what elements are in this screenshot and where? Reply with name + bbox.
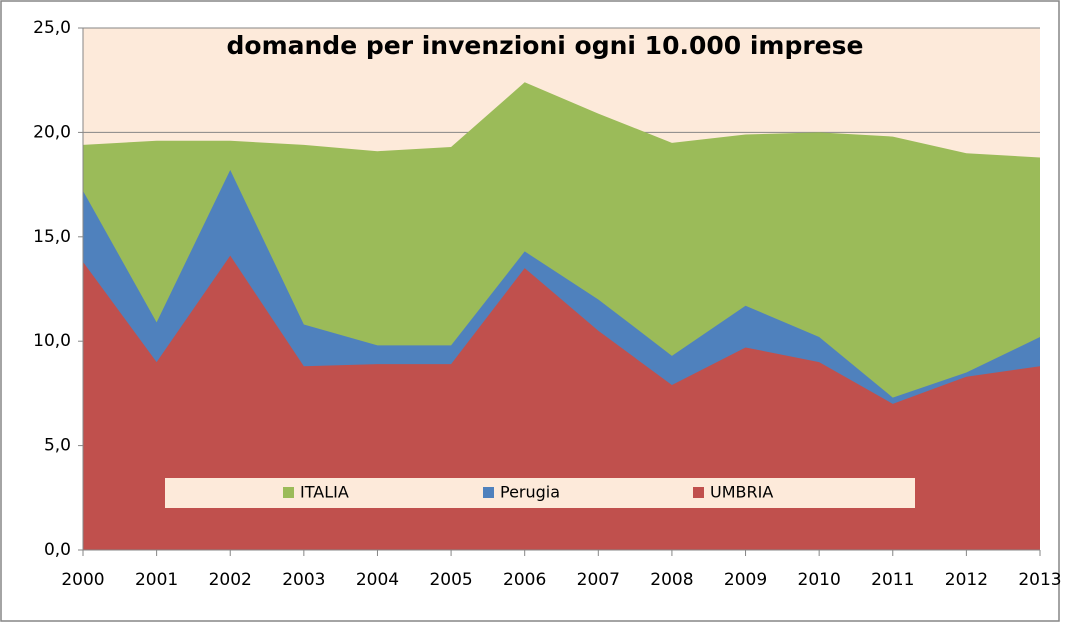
x-tick-label: 2013 [1018, 570, 1061, 590]
y-tick-label: 5,0 [44, 436, 71, 456]
areas [83, 82, 1040, 551]
legend-label: UMBRIA [710, 483, 773, 502]
y-tick-label: 15,0 [33, 227, 71, 247]
legend-swatch [693, 487, 704, 498]
x-tick-label: 2007 [577, 570, 620, 590]
x-tick-label: 2001 [135, 570, 178, 590]
x-tick-label: 2011 [871, 570, 914, 590]
x-tick-label: 2004 [356, 570, 399, 590]
x-tick-label: 2012 [945, 570, 988, 590]
axes: 0,0 5,0 10,0 15,0 20,0 25,0 2000 2001 2002 2003 20… [33, 18, 1061, 590]
x-tick-label: 2006 [503, 570, 546, 590]
legend-swatch [483, 487, 494, 498]
y-tick-label: 10,0 [33, 331, 71, 351]
chart-title: domande per invenzioni ogni 10.000 impre… [227, 31, 864, 60]
legend-items: ITALIA Perugia UMBRIA [283, 483, 773, 502]
x-tick-label: 2010 [798, 570, 841, 590]
x-tick-label: 2000 [61, 570, 104, 590]
x-tick-label: 2009 [724, 570, 767, 590]
legend-label: Perugia [500, 483, 560, 502]
x-tick-label: 2003 [282, 570, 325, 590]
x-tick-label: 2005 [429, 570, 472, 590]
legend-swatch [283, 487, 294, 498]
legend-label: ITALIA [300, 483, 349, 502]
y-tick-label: 25,0 [33, 18, 71, 38]
y-tick-label: 0,0 [44, 540, 71, 560]
area [83, 255, 1040, 551]
x-tick-label: 2008 [650, 570, 693, 590]
y-tick-label: 20,0 [33, 122, 71, 142]
x-tick-label: 2002 [209, 570, 252, 590]
